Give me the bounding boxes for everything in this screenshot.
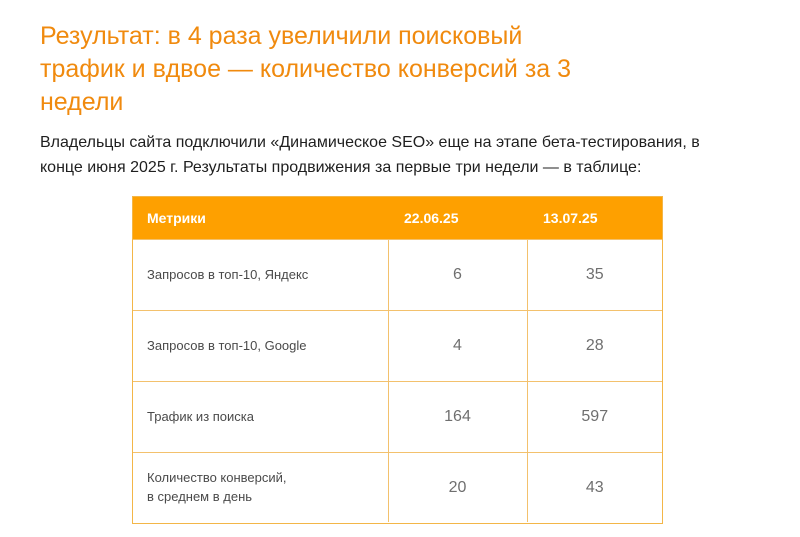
intro-paragraph: Владельцы сайта подключили «Динамическое… (40, 130, 770, 180)
metric-label-text: Количество конверсий, (147, 470, 287, 486)
metric-label: Запросов в топ-10, Яндекс (133, 238, 388, 310)
value-date-2: 28 (526, 309, 662, 381)
header-date-2: 13.07.25 (543, 209, 598, 226)
heading-line: трафик и вдвое — количество конверсий за… (40, 55, 572, 83)
value-date-2: 597 (526, 380, 662, 452)
value-date-1: 164 (387, 380, 527, 452)
table-header: Метрики 22.06.25 13.07.25 (133, 197, 662, 239)
article-heading: Результат: в 4 раза увеличили поисковый … (40, 20, 600, 119)
table-row: Трафик из поиска 164 597 (133, 380, 662, 452)
value-date-1: 6 (387, 238, 527, 310)
metric-label-text: Запросов в топ-10, Яндекс (147, 267, 309, 282)
value-date-1: 4 (387, 309, 527, 381)
table-body: Запросов в топ-10, Яндекс 6 35 Запросов … (133, 238, 662, 522)
metric-label-text: Запросов в топ-10, Google (147, 338, 307, 353)
metric-label: Трафик из поиска (133, 380, 388, 452)
value-date-2: 43 (526, 451, 662, 522)
metric-label: Запросов в топ-10, Google (133, 309, 388, 381)
value-date-1: 20 (387, 451, 527, 522)
metric-label: Количество конверсий, в среднем в день (133, 451, 388, 522)
header-date-1: 22.06.25 (404, 209, 459, 226)
table-row: Запросов в топ-10, Яндекс 6 35 (133, 238, 662, 310)
metric-label-text: в среднем в день (147, 489, 253, 505)
metric-label-text: Трафик из поиска (147, 409, 254, 424)
metrics-table: Метрики 22.06.25 13.07.25 Запросов в топ… (133, 197, 662, 522)
heading-line: недели (40, 88, 124, 116)
table-row: Запросов в топ-10, Google 4 28 (133, 309, 662, 381)
value-date-2: 35 (526, 238, 662, 310)
intro-line: конце июня 2025 г. Результаты продвижени… (40, 159, 642, 176)
header-metrics: Метрики (147, 209, 206, 226)
intro-line: Владельцы сайта подключили «Динамическое… (40, 134, 700, 151)
results-table: Метрики 22.06.25 13.07.25 Запросов в топ… (132, 196, 663, 524)
table-header-row: Метрики 22.06.25 13.07.25 (133, 197, 662, 239)
table-row: Количество конверсий, в среднем в день 2… (133, 451, 662, 522)
heading-line: Результат: в 4 раза увеличили поисковый (40, 22, 523, 50)
